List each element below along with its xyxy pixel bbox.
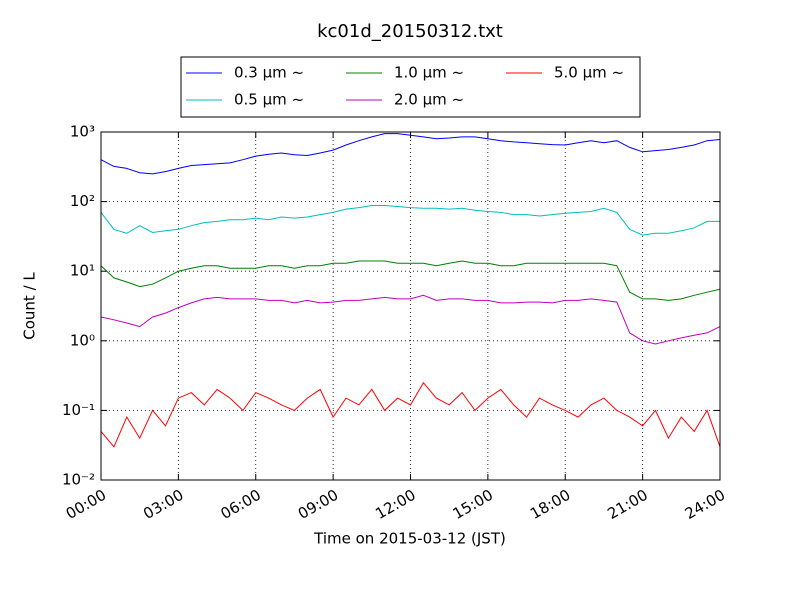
series-line	[100, 260, 721, 301]
legend-label: 1.0 μm ~	[394, 64, 464, 82]
chart-title: kc01d_20150312.txt	[317, 21, 503, 42]
y-tick-label: 10²	[70, 192, 95, 210]
legend-label: 0.5 μm ~	[234, 91, 304, 109]
series-line	[100, 205, 720, 236]
x-tick-label: 18:00	[527, 486, 573, 523]
y-tick-label: 10⁻¹	[62, 401, 95, 419]
x-axis-label: Time on 2015-03-12 (JST)	[313, 530, 506, 548]
x-tick-label: 00:00	[63, 486, 109, 523]
plot-frame	[100, 131, 721, 481]
legend-box	[180, 56, 641, 118]
x-tick-label: 06:00	[218, 486, 264, 523]
legend-label: 0.3 μm ~	[234, 64, 304, 82]
legend-label: 5.0 μm ~	[554, 64, 624, 82]
series-line	[100, 133, 721, 175]
series-line	[100, 294, 721, 345]
x-tick-label: 03:00	[140, 486, 186, 523]
x-tick-label: 15:00	[450, 486, 496, 523]
y-axis-label: Count / L	[21, 272, 39, 340]
x-tick-label: 09:00	[295, 486, 341, 523]
y-tick-label: 10⁻²	[62, 471, 95, 489]
y-tick-label: 10¹	[70, 262, 95, 280]
y-tick-label: 10³	[70, 123, 95, 141]
legend-label: 2.0 μm ~	[394, 91, 464, 109]
x-tick-label: 21:00	[604, 486, 650, 523]
y-tick-label: 10⁰	[70, 331, 95, 349]
x-tick-label: 24:00	[682, 486, 728, 523]
series-line	[100, 381, 721, 448]
x-tick-label: 12:00	[372, 486, 418, 523]
